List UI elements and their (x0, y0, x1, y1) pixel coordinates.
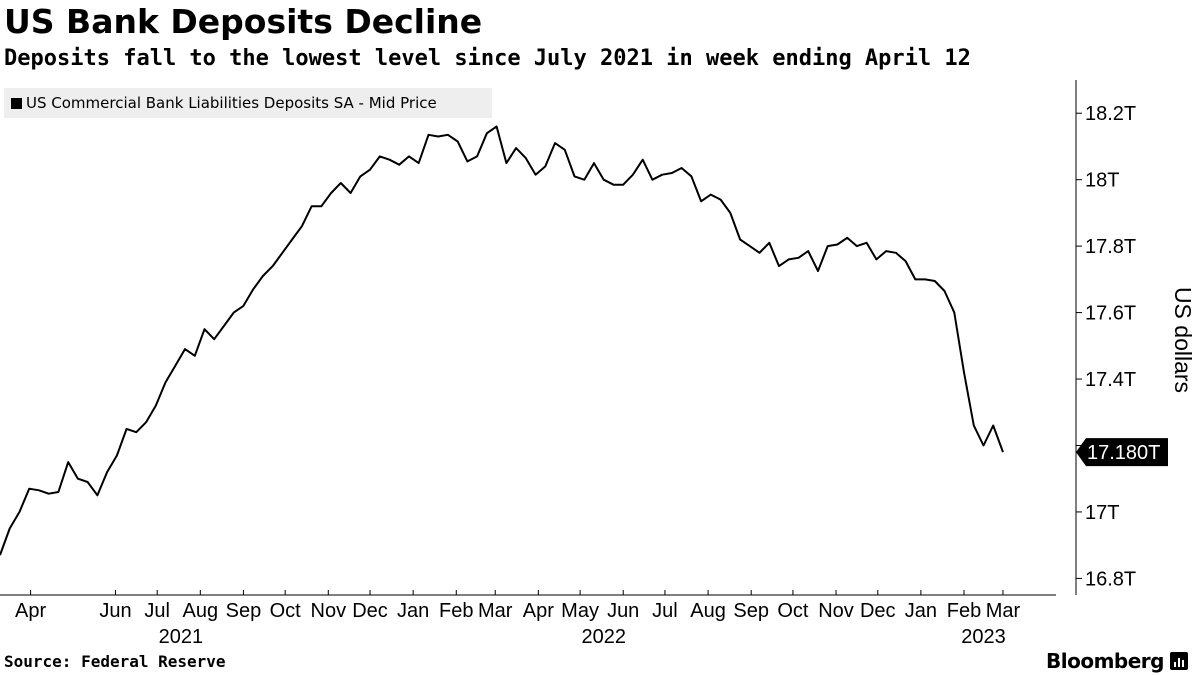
brand-name: Bloomberg (1046, 649, 1164, 673)
x-year-label: 2023 (961, 626, 1006, 648)
y-tick-label: 17.4T (1085, 369, 1136, 391)
x-tick-label: Jun (607, 600, 639, 622)
x-tick-label: Nov (818, 600, 854, 622)
x-year-label: 2022 (581, 626, 626, 648)
x-year-label: 2021 (159, 626, 204, 648)
series-line-0 (0, 125, 1004, 556)
x-tick-label: Oct (270, 600, 302, 622)
chart-subtitle: Deposits fall to the lowest level since … (4, 46, 971, 71)
x-tick-label: Dec (352, 600, 388, 622)
x-tick-label: Apr (15, 600, 46, 622)
x-tick-label: Oct (777, 600, 809, 622)
x-tick-label: Jan (397, 600, 429, 622)
x-tick-label: Jul (144, 600, 170, 622)
chart-legend: US Commercial Bank Liabilities Deposits … (4, 88, 492, 118)
x-tick-label: Mar (478, 600, 513, 622)
y-tick-label: 18T (1085, 170, 1119, 192)
x-tick-label: May (561, 600, 599, 622)
y-axis-title: US dollars (1170, 287, 1196, 393)
x-tick-label: Apr (523, 600, 554, 622)
x-tick-label: Aug (690, 600, 726, 622)
x-tick-label: Sep (226, 600, 262, 622)
last-value-label: 17.180T (1087, 442, 1160, 464)
source-note: Source: Federal Reserve (4, 652, 226, 671)
x-tick-label: Feb (947, 600, 981, 622)
x-tick-label: Mar (986, 600, 1021, 622)
y-tick-label: 16.8T (1085, 568, 1136, 590)
legend-label: US Commercial Bank Liabilities Deposits … (26, 94, 437, 112)
x-tick-label: Jun (99, 600, 131, 622)
y-tick-label: 17T (1085, 502, 1119, 524)
y-tick-label: 17.8T (1085, 236, 1136, 258)
x-tick-label: Jan (905, 600, 937, 622)
x-tick-label: Dec (860, 600, 896, 622)
x-tick-label: Jul (652, 600, 678, 622)
chart-title: US Bank Deposits Decline (4, 2, 483, 41)
x-tick-label: Aug (183, 600, 219, 622)
y-tick-label: 18.2T (1085, 103, 1136, 125)
bloomberg-logo: Bloomberg (1046, 648, 1188, 674)
legend-swatch (11, 97, 22, 109)
x-tick-label: Sep (733, 600, 769, 622)
x-tick-label: Feb (439, 600, 473, 622)
bloomberg-terminal-icon (1169, 652, 1188, 670)
x-tick-label: Nov (311, 600, 347, 622)
last-value-flag (1076, 438, 1168, 467)
y-tick-label: 17.6T (1085, 303, 1136, 325)
